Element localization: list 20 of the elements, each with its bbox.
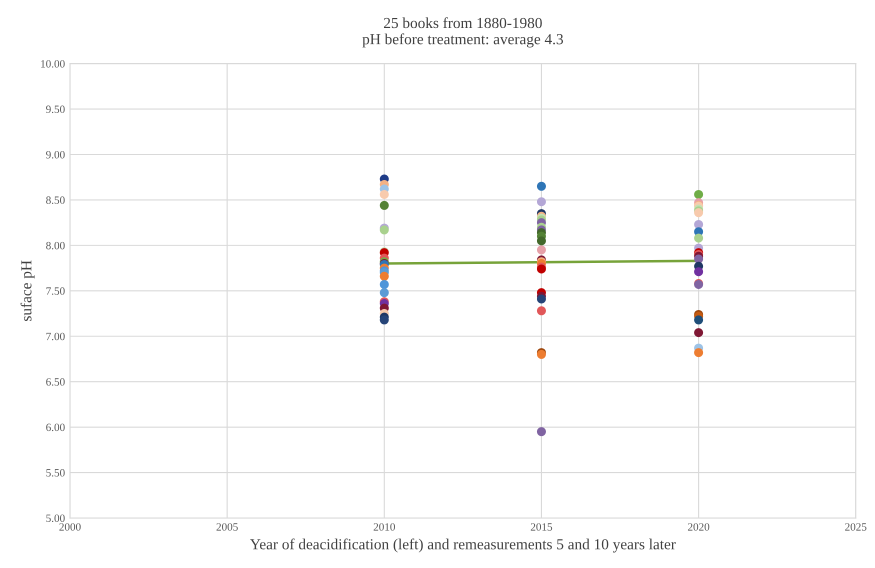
x-tick-label: 2025 xyxy=(845,523,866,531)
y-tick-label: 6.00 xyxy=(46,424,65,432)
x-tick-label: 2005 xyxy=(216,523,238,531)
y-tick-label: 6.50 xyxy=(46,378,65,386)
y-tick-label: 7.50 xyxy=(46,287,65,295)
x-tick-label: 2000 xyxy=(59,523,81,531)
x-tick-label: 2010 xyxy=(374,523,395,531)
y-tick-label: 10.00 xyxy=(41,60,65,68)
y-axis-title: suface pH xyxy=(20,260,35,321)
y-tick-label: 7.00 xyxy=(46,332,65,340)
y-tick-label: 8.50 xyxy=(46,196,65,204)
x-tick-label: 2015 xyxy=(530,523,552,531)
y-tick-label: 8.00 xyxy=(46,242,65,250)
x-axis-title: Year of deacidification (left) and remeasurements 5 and 10 years later xyxy=(250,538,676,553)
y-tick-label: 9.00 xyxy=(46,150,65,159)
y-tick-label: 5.50 xyxy=(46,469,65,477)
y-tick-label: 9.50 xyxy=(46,106,65,114)
y-tick-label: 5.00 xyxy=(46,514,65,522)
chart-title: 25 books from 1880-1980 pH before treatment: average 4.3 xyxy=(362,17,564,48)
x-tick-label: 2020 xyxy=(688,523,710,531)
